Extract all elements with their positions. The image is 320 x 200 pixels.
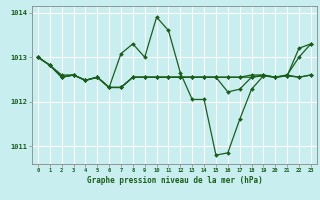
X-axis label: Graphe pression niveau de la mer (hPa): Graphe pression niveau de la mer (hPa) — [86, 176, 262, 185]
